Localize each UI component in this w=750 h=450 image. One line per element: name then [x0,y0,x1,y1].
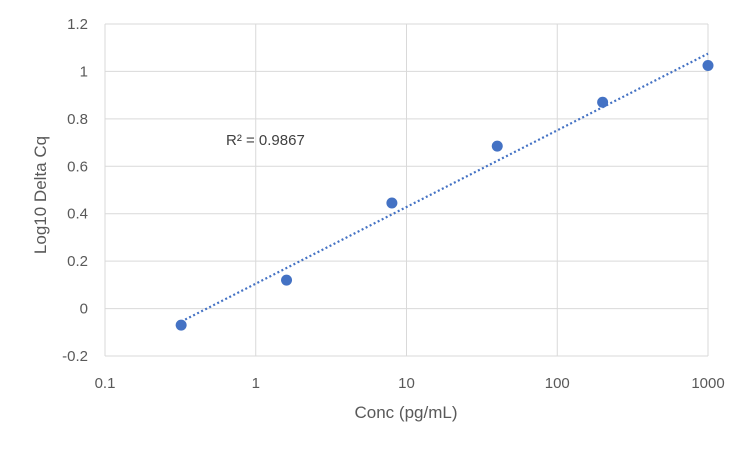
x-tick-label: 0.1 [95,375,116,392]
data-point [281,274,293,286]
y-tick-label: 1 [80,63,88,80]
x-tick-label: 100 [545,375,570,392]
r-squared-annotation: R² = 0.9867 [226,132,305,149]
data-points [175,60,714,331]
y-tick-label: 0.8 [67,111,88,128]
y-tick-label: -0.2 [62,348,88,365]
x-tick-label: 1 [252,375,260,392]
y-tick-label: 1.2 [67,16,88,33]
y-tick-label: 0.6 [67,158,88,175]
trendline-group [180,52,709,323]
grid [104,23,709,357]
data-point [702,60,714,71]
x-tick-labels: 0.1 1 10 100 1000 [95,375,725,392]
y-axis-title: Log10 Delta Cq [31,136,50,254]
x-tick-label: 1000 [691,375,724,392]
trendline [180,52,709,323]
y-tick-labels: -0.2 0 0.2 0.4 0.6 0.8 1 1.2 [62,16,88,365]
x-axis-title: Conc (pg/mL) [355,403,458,422]
y-tick-label: 0.2 [67,253,88,270]
data-point [386,197,398,209]
y-tick-label: 0.4 [67,206,88,223]
x-tick-label: 10 [398,375,415,392]
y-tick-label: 0 [80,301,88,318]
data-point [491,140,503,152]
data-point [175,319,187,331]
data-point [597,96,609,108]
